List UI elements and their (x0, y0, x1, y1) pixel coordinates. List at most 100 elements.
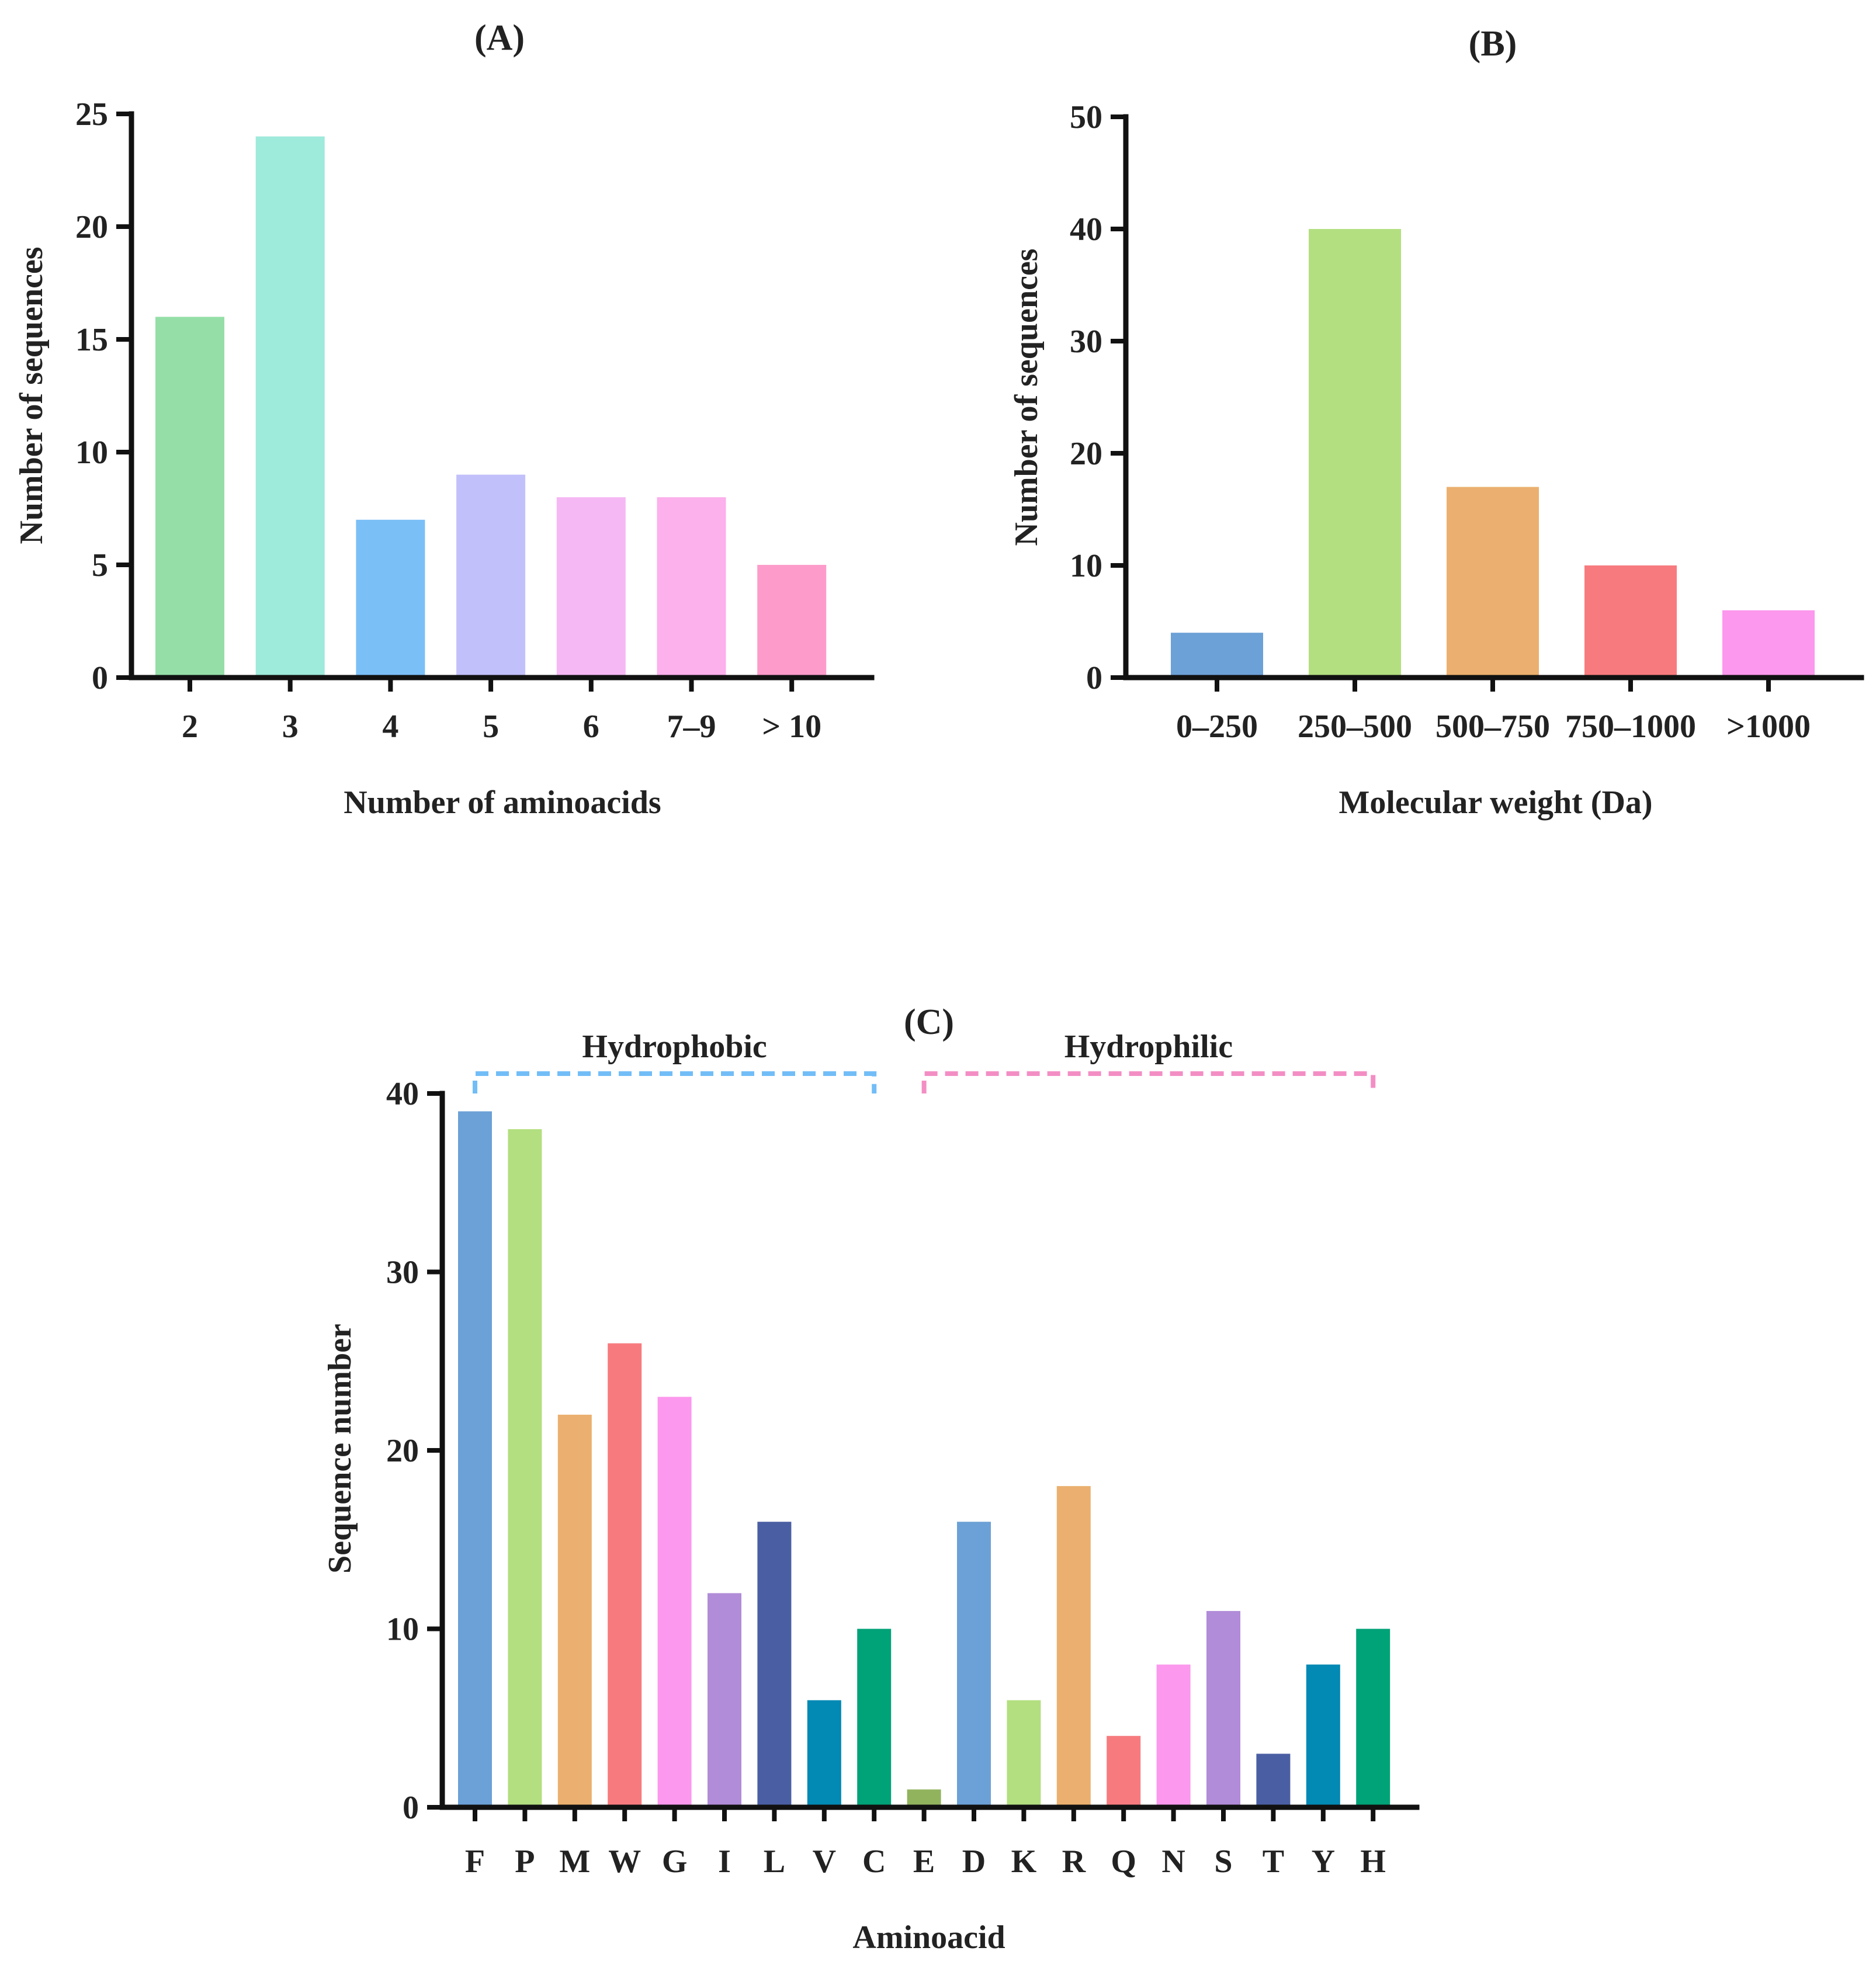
panel-b-y-ticks: 0 10 20 30 40 50 (1070, 99, 1126, 696)
panel-b-bar-4 (1722, 610, 1815, 678)
panel-a-bar-4 (556, 497, 626, 678)
panel-a-bar-1 (255, 136, 325, 678)
panel-c-group-bracket-0 (473, 1071, 877, 1093)
panel-c-x-tick-label-7: V (813, 1844, 836, 1880)
panel-a-bar-0 (155, 317, 224, 678)
panel-c-x-tick-label-18: H (1360, 1844, 1386, 1880)
panel-c-bars (458, 1111, 1390, 1807)
panel-b-bars (1171, 229, 1815, 678)
panel-c-x-tick-label-0: F (465, 1844, 485, 1880)
panel-a-x-axis-title: Number of aminoacids (344, 784, 661, 821)
panel-c-bar-0 (458, 1111, 492, 1807)
panel-a-x-tick-label-1: 3 (282, 709, 299, 745)
panel-c-bar-5 (708, 1593, 741, 1807)
panel-b-y-tick-label-4: 40 (1070, 211, 1102, 248)
panel-c-x-tick-label-2: M (559, 1844, 590, 1880)
panel-a-bars (155, 136, 827, 678)
panel-c-x-tick-label-5: I (718, 1844, 731, 1880)
panel-a-y-tick-label-0: 0 (92, 660, 108, 696)
panel-b-title: (B) (1469, 24, 1517, 64)
panel-c-bar-17 (1306, 1664, 1340, 1807)
panel-c-bar-16 (1256, 1754, 1291, 1807)
panel-c-group-label-1: Hydrophilic (1064, 1029, 1233, 1065)
panel-a-x-tick-label-5: 7–9 (667, 709, 716, 745)
panel-a-y-tick-label-1: 5 (92, 547, 108, 584)
panel-a-y-axis-title: Number of sequences (13, 247, 50, 544)
panel-c-title: (C) (904, 1002, 954, 1042)
panel-c-bar-9 (907, 1789, 941, 1807)
panel-c-bar-3 (608, 1343, 642, 1807)
panel-a-x-tick-label-3: 5 (483, 709, 499, 745)
panel-a-bar-6 (757, 565, 827, 678)
panel-b-x-tick-label-4: >1000 (1726, 709, 1811, 745)
panel-b-y-tick-label-0: 0 (1086, 660, 1102, 696)
panel-c-bar-15 (1206, 1610, 1240, 1807)
panel-c-bar-4 (657, 1397, 692, 1807)
panel-c-bar-6 (757, 1522, 792, 1807)
panel-c-x-tick-label-13: Q (1111, 1844, 1136, 1880)
panel-b-y-tick-label-3: 30 (1070, 324, 1102, 360)
panel-b-x-ticks: 0–250 250–500 500–750 750–1000 >1000 (1176, 678, 1811, 745)
panel-a-y-tick-label-5: 25 (75, 96, 108, 133)
panel-a-axes (129, 111, 875, 681)
panel-b-bar-3 (1584, 565, 1677, 678)
panel-a-x-tick-label-0: 2 (182, 709, 198, 745)
panel-c-x-axis-title: Aminoacid (852, 1919, 1005, 1956)
panel-b-x-tick-label-1: 250–500 (1298, 709, 1412, 745)
panel-c-x-tick-label-15: S (1214, 1844, 1232, 1880)
panel-c-y-tick-label-2: 20 (386, 1433, 419, 1469)
panel-a-x-tick-label-2: 4 (382, 709, 398, 745)
panel-b-y-axis-title: Number of sequences (1008, 248, 1045, 546)
panel-c-y-tick-label-1: 10 (386, 1612, 419, 1648)
panel-c-x-tick-label-3: W (608, 1844, 641, 1880)
panel-c-y-ticks: 0 10 20 30 40 (386, 1076, 442, 1826)
panel-c-bar-2 (557, 1414, 592, 1807)
panel-c-bar-14 (1156, 1664, 1191, 1807)
panel-c-y-axis-title: Sequence number (322, 1324, 358, 1574)
panel-c-y-tick-label-0: 0 (403, 1790, 419, 1826)
panel-a-y-tick-label-2: 10 (75, 435, 108, 471)
panel-b-axes (1123, 114, 1864, 681)
panel-b-bar-0 (1171, 633, 1263, 678)
panel-c-bar-11 (1007, 1700, 1041, 1807)
panel-c-x-tick-label-14: N (1161, 1844, 1185, 1880)
panel-a-y-tick-label-4: 20 (75, 209, 108, 245)
panel-c-x-tick-label-8: C (862, 1844, 886, 1880)
panel-c-bar-10 (957, 1522, 991, 1807)
panel-a-y-tick-label-3: 15 (75, 322, 108, 358)
panel-a: (A) 0 5 10 15 20 25 2 3 4 5 6 7–9 > 10 Number of am… (13, 18, 875, 821)
panel-c-bar-8 (857, 1629, 892, 1807)
panel-c-x-tick-label-10: D (962, 1844, 986, 1880)
panel-c-bar-12 (1056, 1486, 1091, 1807)
panel-c-group-label-0: Hydrophobic (582, 1029, 767, 1065)
panel-a-y-ticks: 0 5 10 15 20 25 (75, 96, 131, 696)
panel-b-y-tick-label-2: 20 (1070, 436, 1102, 472)
panel-c-bar-7 (807, 1700, 841, 1807)
panel-b: (B) 0 10 20 30 40 50 0–250 250–500 500–750 750–1… (1008, 24, 1864, 821)
panel-b-x-tick-label-2: 500–750 (1435, 709, 1550, 745)
panel-a-x-tick-label-4: 6 (583, 709, 599, 745)
panel-c-x-tick-label-4: G (662, 1844, 688, 1880)
panel-c-x-tick-label-16: T (1263, 1844, 1284, 1880)
panel-c-axes (439, 1091, 1420, 1810)
panel-c-x-tick-label-11: K (1011, 1844, 1037, 1880)
panel-a-x-tick-label-6: > 10 (762, 709, 821, 745)
panel-b-bar-1 (1309, 229, 1401, 678)
panel-a-bar-5 (657, 497, 726, 678)
panel-b-bar-2 (1447, 487, 1539, 678)
panel-a-bar-2 (356, 519, 425, 678)
panel-a-x-ticks: 2 3 4 5 6 7–9 > 10 (182, 678, 821, 745)
panel-b-x-axis-title: Molecular weight (Da) (1338, 784, 1652, 821)
panel-c-bar-13 (1107, 1735, 1141, 1807)
panel-c-x-tick-label-17: Y (1312, 1844, 1335, 1880)
panel-b-y-tick-label-5: 50 (1070, 99, 1102, 136)
panel-c-x-tick-label-6: L (764, 1844, 785, 1880)
panel-b-x-tick-label-0: 0–250 (1176, 709, 1258, 745)
panel-a-title: (A) (474, 18, 525, 58)
panel-c-x-tick-label-1: P (515, 1844, 535, 1880)
panel-c-bar-18 (1356, 1629, 1390, 1807)
panel-c-y-tick-label-3: 30 (386, 1255, 419, 1291)
panel-c-x-tick-label-12: R (1062, 1844, 1086, 1880)
panel-c-group-brackets: Hydrophobic Hydrophilic (473, 1029, 1376, 1093)
